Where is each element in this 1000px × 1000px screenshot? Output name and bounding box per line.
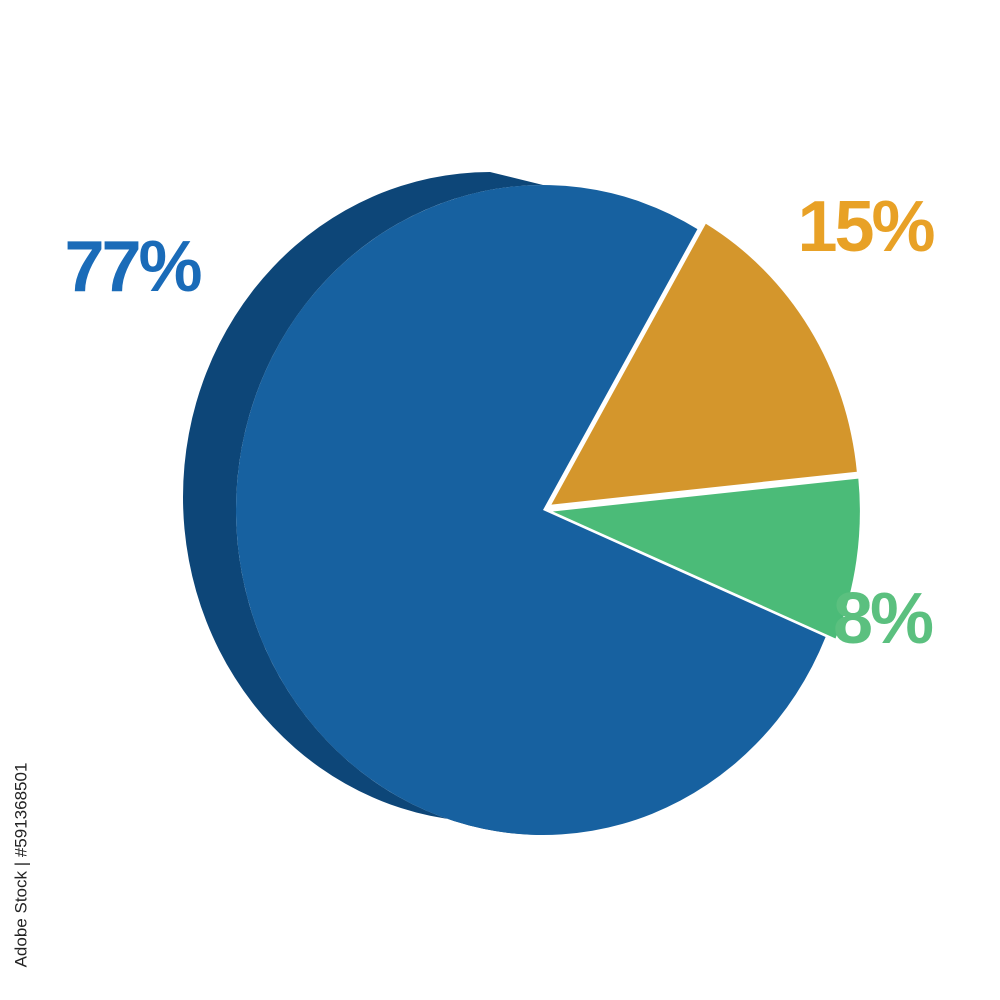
labels: 77% 15% 8%	[64, 187, 937, 659]
credit: Adobe Stock | #591368501	[11, 763, 30, 968]
value-label: 8%	[833, 579, 933, 659]
pie-slice	[551, 223, 857, 505]
value-label: 77%	[64, 227, 201, 307]
value-label: 15%	[797, 187, 934, 267]
pie-slice	[552, 478, 860, 639]
pie-slice	[235, 184, 826, 835]
pie-side	[183, 172, 543, 835]
slices	[235, 184, 860, 835]
